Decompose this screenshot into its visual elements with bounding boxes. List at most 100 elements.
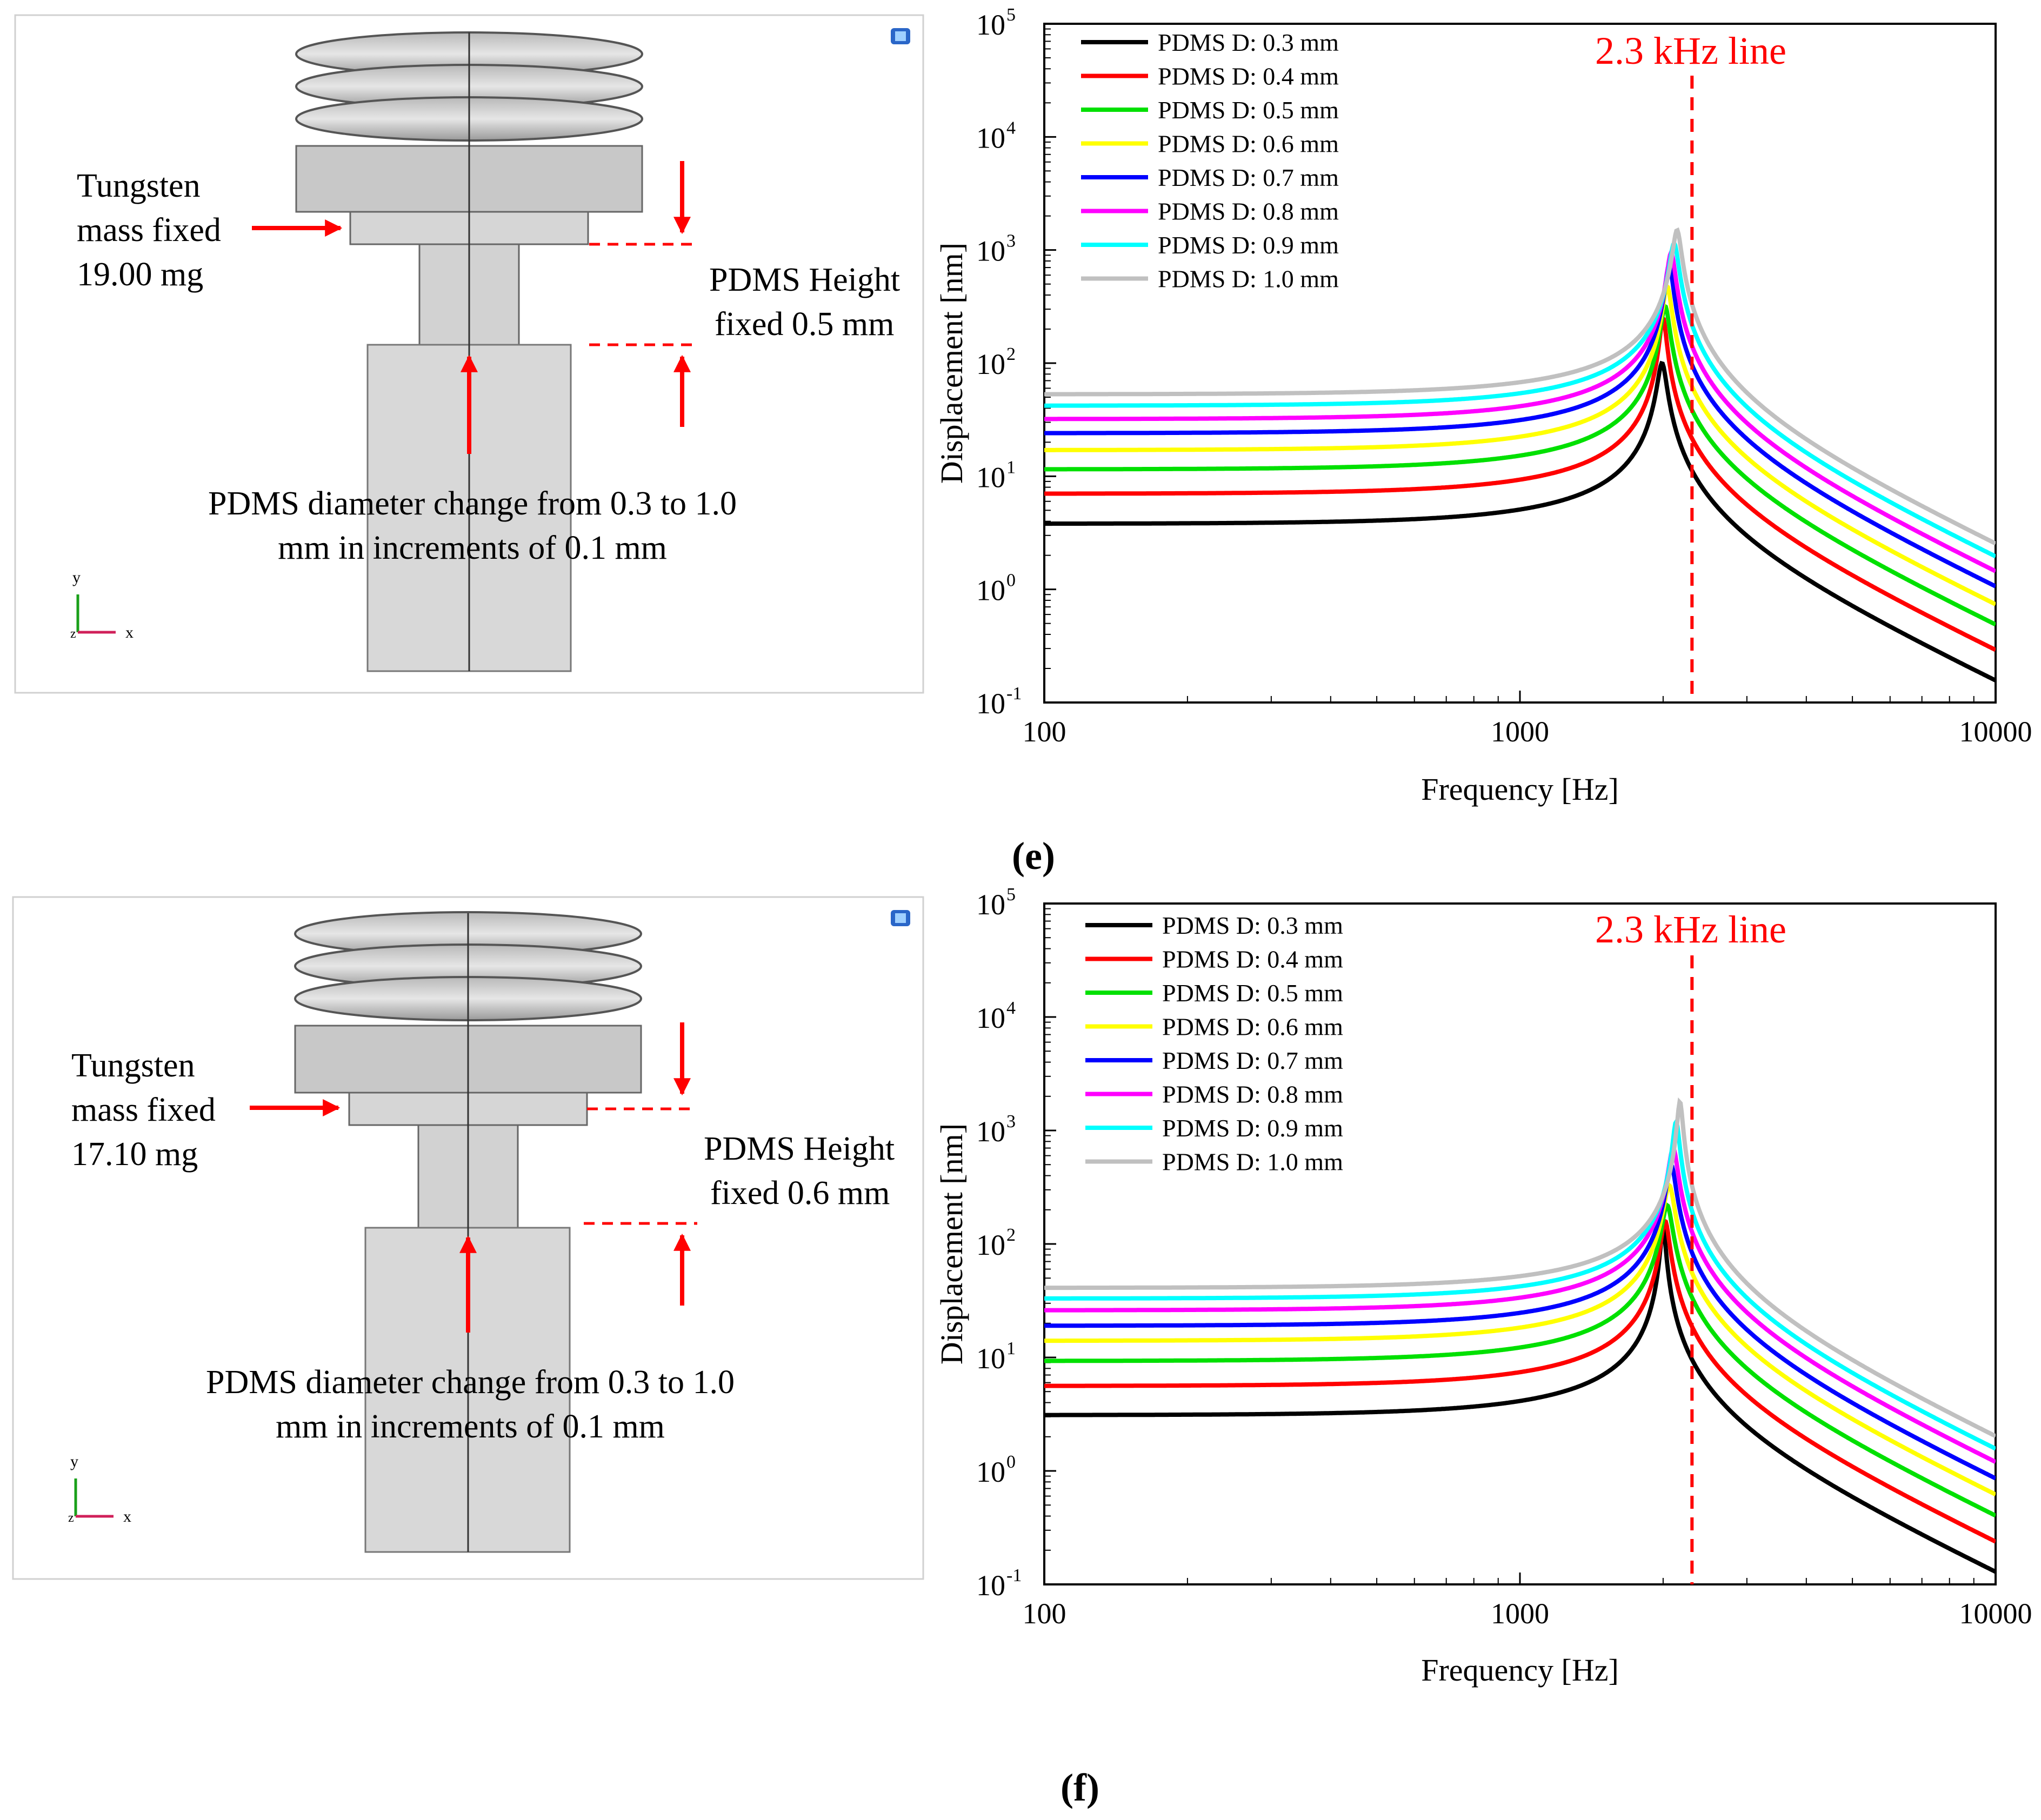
y-tick-label: 10 (976, 1456, 1005, 1488)
y-tick-exponent: 2 (1006, 1225, 1016, 1245)
axis-triad: y x z (68, 1453, 131, 1525)
svg-text:y: y (72, 568, 81, 586)
height-label-line-2: fixed 0.6 mm (710, 1175, 890, 1212)
series-line-1 (1044, 1225, 1996, 1574)
legend-label-6: PDMS D: 0.8 mm (1158, 198, 1339, 225)
legend-label-5: PDMS D: 0.7 mm (1162, 1047, 1343, 1074)
diameter-label-line-1: PDMS diameter change from 0.3 to 1.0 (208, 485, 737, 522)
series-line-8 (1044, 1097, 1996, 1438)
y-tick-exponent: 1 (1006, 457, 1016, 477)
y-tick-exponent: 1 (1006, 1339, 1016, 1359)
mass-label-line-3: 19.00 mg (77, 256, 203, 293)
legend-label-5: PDMS D: 0.7 mm (1158, 164, 1339, 191)
diameter-label-line-1: PDMS diameter change from 0.3 to 1.0 (206, 1364, 735, 1401)
x-tick-label: 1000 (1491, 715, 1549, 748)
series-line-8 (1044, 227, 1996, 546)
view-cube-icon (891, 28, 910, 44)
y-tick-label: 10 (976, 1229, 1005, 1261)
panel-label-f: (f) (1060, 1766, 1099, 1809)
y-tick-exponent: 0 (1006, 571, 1016, 591)
x-axis-label: Frequency [Hz] (1421, 772, 1619, 807)
reference-line-label: 2.3 kHz line (1595, 29, 1786, 72)
y-axis-label: Displacement [nm] (934, 1123, 969, 1364)
model-panel-e: Tungsten mass fixed 19.00 mg PDMS Height… (14, 14, 924, 694)
series-line-6 (1044, 1143, 1996, 1464)
y-tick-label: 10 (976, 1115, 1005, 1148)
y-tick-exponent: -1 (1006, 1565, 1022, 1585)
legend-label-4: PDMS D: 0.6 mm (1162, 1013, 1343, 1041)
mass-label-line-3: 17.10 mg (71, 1136, 198, 1173)
legend-label-7: PDMS D: 0.9 mm (1158, 231, 1339, 259)
y-tick-exponent: 4 (1006, 998, 1016, 1018)
svg-text:z: z (70, 627, 76, 641)
axis-triad: y x z (70, 568, 134, 641)
y-tick-exponent: 3 (1006, 231, 1016, 251)
plot-frame (1043, 23, 1997, 704)
series-line-2 (1044, 316, 1996, 652)
series-line-2 (1044, 1217, 1996, 1544)
mass-label-line-1: Tungsten (71, 1047, 195, 1084)
y-tick-label: 10 (976, 235, 1005, 267)
legend-label-7: PDMS D: 0.9 mm (1162, 1114, 1343, 1142)
svg-text:y: y (70, 1453, 78, 1470)
y-tick-exponent: 0 (1006, 1452, 1016, 1472)
series-line-1 (1044, 360, 1996, 682)
legend-label-8: PDMS D: 1.0 mm (1158, 265, 1339, 293)
height-label-line-1: PDMS Height (704, 1130, 895, 1167)
legend-label-3: PDMS D: 0.5 mm (1162, 979, 1343, 1007)
legend-label-4: PDMS D: 0.6 mm (1158, 130, 1339, 158)
legend-label-6: PDMS D: 0.8 mm (1162, 1081, 1343, 1108)
x-tick-label: 10000 (1959, 715, 2032, 748)
series-line-6 (1044, 247, 1996, 573)
legend-label-3: PDMS D: 0.5 mm (1158, 96, 1339, 124)
x-tick-label: 10000 (1959, 1597, 2032, 1630)
y-tick-label: 10 (976, 574, 1005, 607)
svg-text:x: x (125, 624, 134, 641)
diameter-label-line-2: mm in increments of 0.1 mm (278, 530, 667, 566)
y-tick-label: 10 (976, 1002, 1005, 1034)
series-line-3 (1044, 1202, 1996, 1518)
view-cube-icon (891, 910, 910, 926)
legend-label-8: PDMS D: 1.0 mm (1162, 1148, 1343, 1176)
height-label-line-1: PDMS Height (709, 262, 900, 298)
series-line-4 (1044, 1181, 1996, 1497)
legend-label-2: PDMS D: 0.4 mm (1162, 946, 1343, 973)
y-tick-exponent: 5 (1006, 5, 1016, 25)
svg-text:x: x (123, 1508, 131, 1525)
y-tick-exponent: -1 (1006, 684, 1022, 704)
series-line-7 (1044, 239, 1996, 559)
y-tick-label: 10 (976, 348, 1005, 380)
y-tick-label: 10 (976, 461, 1005, 493)
legend-label-2: PDMS D: 0.4 mm (1158, 63, 1339, 90)
series-line-5 (1044, 259, 1996, 588)
y-tick-label: 10 (976, 687, 1005, 720)
x-tick-label: 100 (1023, 715, 1066, 748)
mass-label-line-2: mass fixed (71, 1092, 216, 1128)
model-panel-f: Tungsten mass fixed 17.10 mg PDMS Height… (12, 896, 924, 1580)
diameter-label-line-2: mm in increments of 0.1 mm (276, 1408, 665, 1445)
svg-text:z: z (68, 1511, 74, 1525)
reference-line-label: 2.3 kHz line (1595, 908, 1786, 951)
series-line-7 (1044, 1116, 1996, 1451)
series-line-5 (1044, 1160, 1996, 1481)
mass-label-line-2: mass fixed (77, 212, 221, 249)
x-tick-label: 1000 (1491, 1597, 1549, 1630)
legend-label-1: PDMS D: 0.3 mm (1162, 912, 1343, 939)
height-label-line-2: fixed 0.5 mm (715, 306, 894, 343)
mass-label-line-1: Tungsten (77, 168, 201, 204)
panel-label-e: (e) (1012, 834, 1055, 878)
y-tick-exponent: 5 (1006, 885, 1016, 905)
y-tick-exponent: 3 (1006, 1112, 1016, 1132)
y-tick-label: 10 (976, 1569, 1005, 1602)
x-tick-label: 100 (1023, 1597, 1066, 1630)
y-tick-exponent: 2 (1006, 344, 1016, 364)
legend-label-1: PDMS D: 0.3 mm (1158, 29, 1339, 56)
y-tick-label: 10 (976, 888, 1005, 921)
series-line-4 (1044, 282, 1996, 606)
y-axis-label: Displacement [nm] (934, 243, 969, 484)
y-tick-label: 10 (976, 9, 1005, 41)
y-tick-exponent: 4 (1006, 118, 1016, 138)
